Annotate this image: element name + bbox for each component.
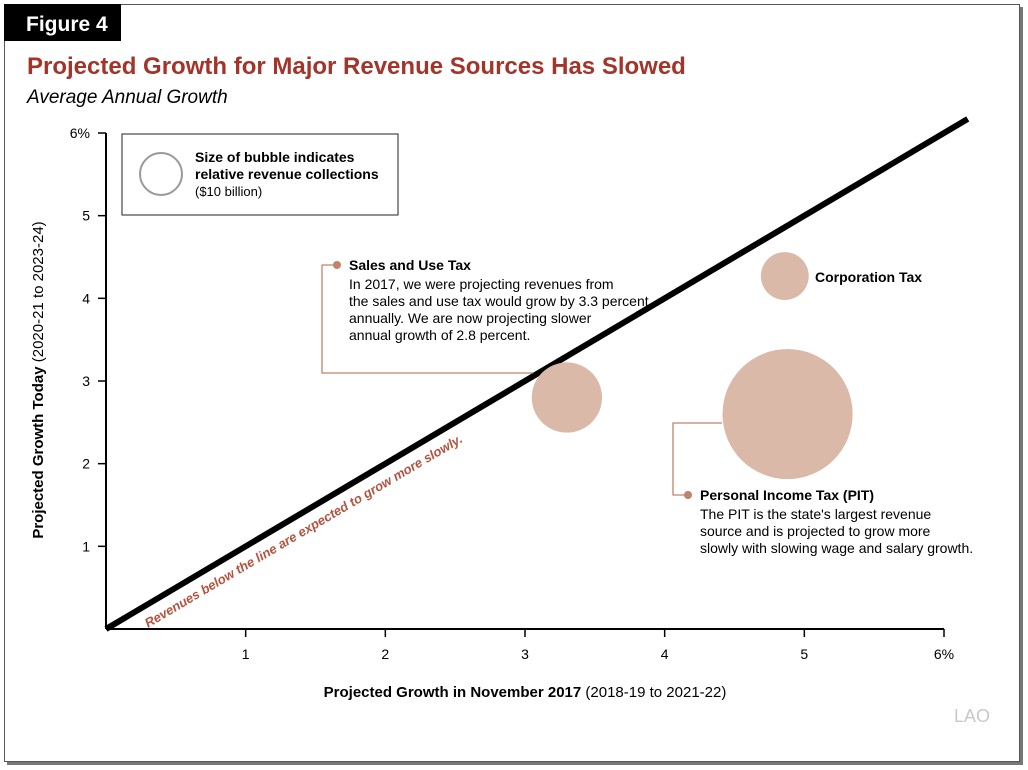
pit-leader [672, 422, 722, 496]
reference-line [104, 116, 970, 632]
y-axis-title: Projected Growth Today [30, 366, 47, 539]
sales-tax-note-2: the sales and use tax would grow by 3.3 … [349, 293, 649, 309]
y-tick-label: 4 [82, 290, 90, 306]
lao-logo: LAO [954, 706, 990, 726]
x-tick-label: 6% [934, 646, 954, 662]
x-tick-label: 1 [242, 646, 250, 662]
figure-label-box [4, 4, 121, 41]
bubble-personal-income-tax-pit [722, 349, 853, 480]
sales-tax-note-1: In 2017, we were projecting revenues fro… [349, 276, 614, 292]
reference-line-label: Revenues below the line are expected to … [142, 431, 465, 630]
sales-tax-note-4: annual growth of 2.8 percent. [349, 327, 530, 343]
chart-subtitle: Average Annual Growth [26, 87, 228, 108]
y-tick-label: 2 [82, 456, 90, 472]
y-axis-label: Projected Growth Today (2020-21 to 2023-… [30, 221, 47, 538]
pit-label: Personal Income Tax (PIT) [700, 487, 874, 503]
x-axis-label: Projected Growth in November 2017 (2018-… [324, 684, 727, 701]
y-tick-label: 1 [82, 538, 90, 554]
x-tick-label: 4 [661, 646, 669, 662]
x-tick-label: 5 [800, 646, 808, 662]
chart-title: Projected Growth for Major Revenue Sourc… [27, 53, 686, 80]
pit-note-1: The PIT is the state's largest revenue [700, 506, 931, 522]
x-tick-label: 3 [521, 646, 529, 662]
bubble-sales-and-use-tax [531, 362, 603, 433]
figure-label: Figure 4 [26, 13, 108, 36]
legend-line2: relative revenue collections [195, 166, 379, 182]
sales-tax-label: Sales and Use Tax [349, 257, 471, 273]
y-tick-label: 5 [82, 208, 90, 224]
corporation-tax-label: Corporation Tax [815, 269, 922, 285]
pit-leader-dot [684, 491, 692, 499]
sales-tax-leader [321, 264, 533, 374]
x-axis-detail: (2018-19 to 2021-22) [585, 684, 726, 701]
y-axis-detail: (2020-21 to 2023-24) [30, 221, 47, 362]
pit-note-2: source and is projected to grow more [700, 523, 931, 539]
legend-box [121, 133, 399, 216]
figure-frame [4, 4, 1020, 762]
y-tick-label: 3 [82, 373, 90, 389]
pit-note-3: slowly with slowing wage and salary grow… [700, 540, 973, 556]
x-tick-label: 2 [381, 646, 389, 662]
x-axis-title: Projected Growth in November 2017 [324, 684, 582, 701]
legend-line3: ($10 billion) [195, 184, 262, 199]
y-tick-label: 6% [70, 125, 90, 141]
legend-line1: Size of bubble indicates [195, 149, 355, 165]
sales-tax-leader-dot [333, 261, 341, 269]
sales-tax-note-3: annually. We are now projecting slower [349, 310, 592, 326]
legend-bubble [139, 152, 183, 196]
bubble-corporation-tax [760, 252, 809, 300]
